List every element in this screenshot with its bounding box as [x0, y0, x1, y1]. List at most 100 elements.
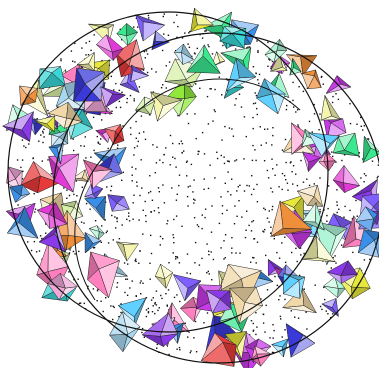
- dot: [248, 224, 250, 227]
- dot: [270, 226, 272, 228]
- dot: [76, 195, 78, 197]
- dot: [201, 131, 204, 134]
- dot: [188, 32, 190, 34]
- dot: [246, 47, 248, 49]
- dot: [121, 91, 123, 93]
- dot: [256, 183, 258, 186]
- dot: [332, 256, 334, 259]
- dot: [251, 221, 253, 223]
- dot: [264, 331, 266, 333]
- dot: [376, 177, 378, 179]
- dot: [135, 260, 137, 263]
- dot: [16, 159, 19, 161]
- tetrahedron-face: [362, 193, 379, 208]
- dot: [162, 161, 164, 164]
- tetrahedron-face: [135, 14, 165, 26]
- dot: [303, 288, 305, 290]
- tetrahedron: [301, 69, 322, 90]
- inner-ring-edge: [74, 78, 301, 301]
- dot: [85, 42, 87, 44]
- dot: [336, 211, 338, 214]
- dot: [147, 307, 149, 310]
- tetrahedron-face: [212, 298, 232, 314]
- dot: [138, 132, 141, 134]
- dot: [266, 289, 269, 291]
- dot: [318, 129, 320, 131]
- tetrahedron-face: [321, 303, 339, 317]
- tetrahedron-face: [20, 184, 31, 196]
- dot: [194, 53, 196, 55]
- dot: [365, 174, 367, 177]
- dot: [102, 310, 104, 313]
- dot: [224, 257, 226, 259]
- dot: [284, 329, 286, 331]
- dot: [207, 44, 209, 46]
- dot: [178, 262, 181, 264]
- dot: [250, 261, 252, 263]
- dot: [266, 169, 269, 172]
- dot: [126, 97, 128, 100]
- dot: [177, 25, 179, 28]
- dot: [332, 313, 334, 315]
- tetrahedron: [270, 54, 288, 72]
- dot: [138, 86, 141, 88]
- dot: [199, 33, 201, 36]
- tetrahedron: [70, 169, 89, 182]
- dot: [290, 161, 292, 163]
- dot: [168, 262, 170, 264]
- dot: [33, 193, 35, 195]
- dot: [144, 138, 147, 141]
- dot: [203, 178, 205, 180]
- dot: [223, 240, 225, 242]
- dot: [360, 125, 362, 127]
- tetrahedron-face: [292, 57, 302, 72]
- dot: [128, 220, 131, 222]
- dot: [146, 71, 149, 74]
- dot: [156, 347, 158, 349]
- dot: [73, 278, 75, 281]
- dot: [157, 187, 160, 189]
- tetrahedron-face: [285, 323, 316, 344]
- dot: [306, 178, 308, 180]
- dot: [105, 297, 107, 299]
- dot: [189, 351, 191, 354]
- dot: [369, 258, 371, 261]
- dot: [38, 140, 40, 142]
- dot: [176, 193, 178, 195]
- dot: [243, 116, 246, 118]
- dot: [270, 232, 272, 234]
- dot: [144, 200, 146, 203]
- dot: [155, 290, 158, 292]
- dot: [129, 287, 131, 289]
- tetrahedron: [206, 290, 232, 314]
- dot: [142, 209, 144, 211]
- tetrahedron: [116, 23, 138, 46]
- dot: [290, 310, 292, 312]
- tetrahedron-face: [116, 196, 130, 210]
- dot: [335, 262, 337, 264]
- dot: [300, 254, 302, 256]
- dot: [221, 205, 224, 207]
- tetrahedron: [7, 206, 39, 239]
- dot: [299, 247, 302, 249]
- dot: [220, 196, 222, 198]
- tetrahedron: [325, 75, 352, 94]
- dot: [199, 87, 201, 89]
- dot: [168, 353, 170, 356]
- dot: [132, 218, 134, 220]
- dot: [203, 153, 206, 155]
- dot: [133, 26, 135, 28]
- dot: [239, 184, 241, 186]
- dot: [362, 158, 364, 160]
- dot: [371, 160, 374, 162]
- dot: [42, 130, 44, 133]
- dot: [209, 164, 211, 166]
- dot: [178, 184, 180, 187]
- dot: [341, 159, 343, 162]
- dot: [78, 250, 80, 253]
- dot: [271, 144, 273, 146]
- dot: [234, 205, 236, 207]
- dot: [246, 210, 248, 212]
- dot: [268, 221, 270, 223]
- tetrahedron-face: [76, 67, 105, 85]
